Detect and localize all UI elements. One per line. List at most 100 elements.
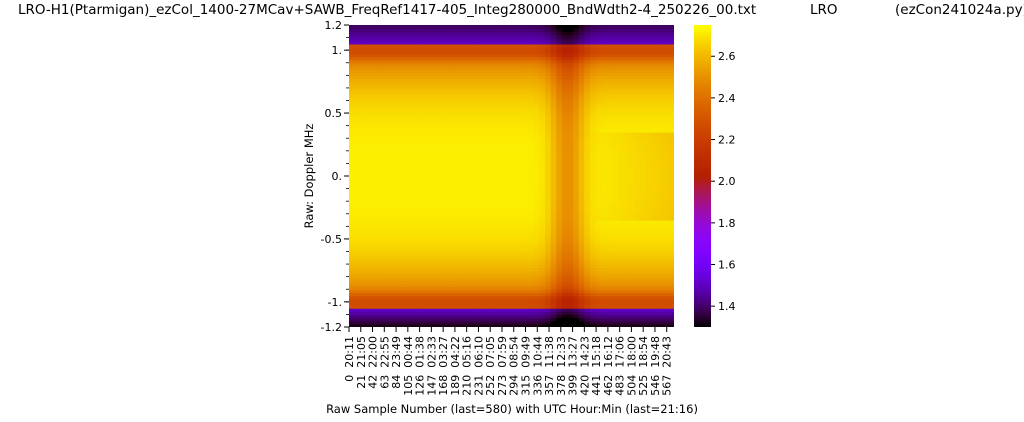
heatmap-cell (349, 223, 356, 227)
heatmap-cell (421, 188, 429, 193)
heatmap-cell (511, 40, 518, 45)
heatmap-cell (617, 91, 625, 95)
heatmap-cell (466, 188, 473, 193)
heatmap-cell (545, 62, 552, 67)
heatmap-cell (444, 106, 451, 111)
heatmap-cell (410, 210, 417, 215)
heatmap-cell (533, 81, 541, 86)
heatmap-cell (601, 201, 608, 205)
heatmap-cell (416, 116, 423, 120)
heatmap-cell (449, 62, 457, 67)
heatmap-cell (399, 314, 406, 319)
heatmap-cell (371, 220, 378, 224)
heatmap-cell (483, 62, 490, 67)
heatmap-cell (606, 245, 613, 249)
heatmap-cell (388, 232, 395, 237)
heatmap-cell (416, 198, 423, 202)
heatmap-cell (606, 53, 613, 58)
heatmap-cell (522, 34, 529, 39)
heatmap-cell (410, 201, 417, 205)
heatmap-cell (561, 304, 569, 309)
heatmap-cell (433, 270, 440, 275)
heatmap-cell (416, 100, 423, 105)
heatmap-cell (477, 251, 485, 256)
heatmap-cell (567, 157, 574, 161)
heatmap-cell (455, 304, 462, 309)
heatmap-cell (399, 128, 406, 133)
heatmap-cell (595, 62, 602, 67)
heatmap-cell (461, 103, 468, 108)
heatmap-cell (410, 87, 417, 92)
heatmap-cell (360, 308, 367, 312)
heatmap-cell (393, 34, 401, 39)
heatmap-cell (511, 264, 518, 268)
heatmap-cell (354, 84, 361, 89)
heatmap-cell (567, 245, 574, 249)
heatmap-cell (550, 65, 557, 70)
heatmap-cell (382, 34, 389, 39)
heatmap-cell (573, 91, 580, 95)
heatmap-cell (634, 223, 641, 227)
heatmap-cell (494, 69, 501, 73)
heatmap-cell (629, 317, 636, 322)
heatmap-cell (629, 242, 636, 246)
heatmap-cell (477, 308, 485, 312)
heatmap-cell (573, 138, 580, 142)
heatmap-cell (433, 223, 440, 227)
heatmap-cell (382, 191, 389, 196)
heatmap-cell (483, 135, 490, 139)
heatmap-cell (528, 141, 535, 146)
heatmap-cell (433, 163, 440, 168)
heatmap-cell (405, 81, 412, 86)
heatmap-cell (545, 273, 552, 278)
heatmap-cell (461, 207, 468, 212)
heatmap-cell (399, 47, 406, 51)
heatmap-cell (511, 220, 518, 224)
heatmap-cell (601, 116, 608, 120)
heatmap-cell (494, 204, 501, 209)
heatmap-cell (505, 201, 513, 205)
heatmap-cell (617, 311, 625, 316)
heatmap-cell (433, 298, 440, 303)
heatmap-cell (578, 163, 585, 168)
heatmap-cell (634, 100, 641, 105)
heatmap-cell (522, 131, 529, 136)
heatmap-cell (539, 292, 546, 297)
heatmap-cell (517, 31, 524, 36)
heatmap-cell (617, 286, 625, 290)
heatmap-cell (349, 257, 356, 262)
heatmap-cell (595, 248, 602, 253)
heatmap-cell (500, 141, 507, 146)
heatmap-cell (561, 292, 569, 297)
heatmap-cell (466, 292, 473, 297)
heatmap-cell (556, 191, 563, 196)
heatmap-cell (371, 91, 378, 95)
heatmap-cell (561, 229, 569, 234)
heatmap-cell (354, 62, 361, 67)
heatmap-cell (371, 229, 378, 234)
heatmap-cell (399, 100, 406, 105)
heatmap-cell (589, 201, 597, 205)
heatmap-cell (449, 34, 457, 39)
heatmap-cell (388, 317, 395, 322)
heatmap-cell (360, 138, 367, 142)
heatmap-cell (601, 53, 608, 58)
heatmap-cell (371, 242, 378, 246)
heatmap-cell (601, 69, 608, 73)
heatmap-cell (377, 311, 384, 316)
heatmap-cell (483, 119, 490, 124)
heatmap-cell (494, 128, 501, 133)
heatmap-cell (629, 245, 636, 249)
heatmap-cell (433, 220, 440, 224)
heatmap-cell (528, 194, 535, 199)
heatmap-cell (371, 50, 378, 54)
heatmap-cell (410, 125, 417, 130)
heatmap-cell (584, 220, 591, 224)
heatmap-cell (539, 260, 546, 265)
heatmap-cell (505, 179, 513, 183)
heatmap-cell (438, 182, 445, 187)
heatmap-cell (365, 160, 373, 165)
heatmap-cell (584, 62, 591, 67)
heatmap-cell (410, 232, 417, 237)
heatmap-cell (489, 25, 496, 29)
